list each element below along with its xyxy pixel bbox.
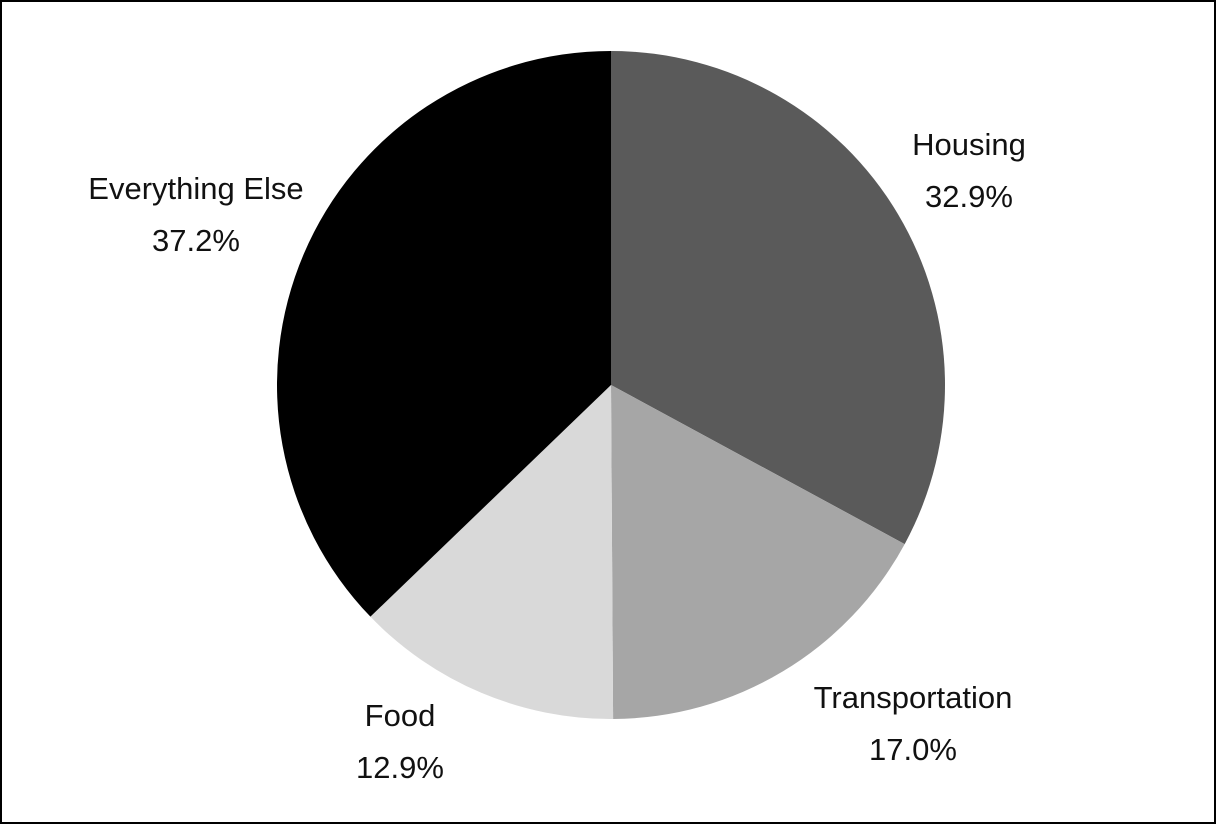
slice-value-housing: 32.9% bbox=[925, 179, 1013, 214]
pie-slice-housing bbox=[611, 51, 946, 545]
slice-value-transportation: 17.0% bbox=[869, 732, 957, 767]
slice-label-everything-else: Everything Else bbox=[88, 171, 303, 206]
pie-labels: Housing 32.9% Transportation 17.0% Food 12.9%… bbox=[88, 127, 1026, 785]
slice-label-housing: Housing bbox=[912, 127, 1026, 162]
pie-slice-transportation bbox=[611, 385, 905, 719]
pie-slice-food bbox=[370, 385, 614, 719]
slice-label-transportation: Transportation bbox=[814, 680, 1013, 715]
slice-label-food: Food bbox=[365, 698, 436, 733]
slice-value-everything-else: 37.2% bbox=[152, 223, 240, 258]
pie-slice-everything-else bbox=[277, 51, 611, 617]
slice-value-food: 12.9% bbox=[356, 750, 444, 785]
pie-slices bbox=[277, 51, 946, 719]
